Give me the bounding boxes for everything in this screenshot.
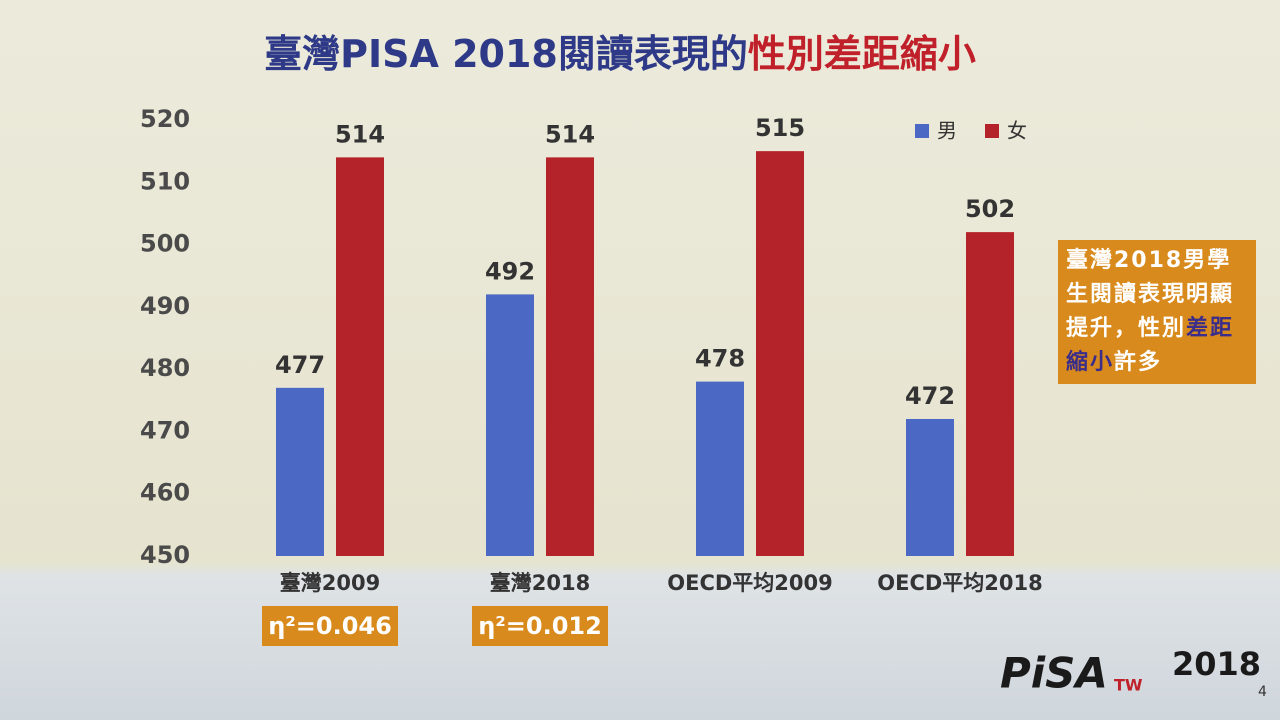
y-tick-label: 480 bbox=[140, 354, 190, 382]
x-tick-label: 臺灣2009 bbox=[280, 571, 380, 595]
x-tick-label: 臺灣2018 bbox=[490, 571, 590, 595]
y-tick-label: 460 bbox=[140, 479, 190, 507]
bar bbox=[546, 157, 594, 556]
y-tick-label: 470 bbox=[140, 416, 190, 444]
data-label: 472 bbox=[905, 382, 955, 410]
bar bbox=[696, 381, 744, 556]
bar bbox=[276, 387, 324, 556]
x-tick-label: OECD平均2018 bbox=[877, 571, 1043, 595]
data-label: 478 bbox=[695, 345, 745, 373]
y-tick-label: 490 bbox=[140, 292, 190, 320]
bar bbox=[756, 151, 804, 556]
data-label: 502 bbox=[965, 195, 1015, 223]
data-label: 492 bbox=[485, 257, 535, 285]
y-tick-label: 520 bbox=[140, 105, 190, 133]
callout-text: 許多 bbox=[1114, 350, 1163, 375]
data-label: 514 bbox=[335, 120, 385, 148]
annotation-box bbox=[262, 606, 398, 646]
legend-label: 男 bbox=[937, 119, 957, 143]
data-label: 477 bbox=[275, 351, 325, 379]
annotation: η²=0.046 bbox=[268, 612, 392, 640]
logo-sub: TW bbox=[1114, 676, 1143, 695]
title-main: 臺灣PISA 2018閱讀表現的 bbox=[264, 32, 748, 76]
y-tick-label: 510 bbox=[140, 167, 190, 195]
bar bbox=[966, 232, 1014, 556]
bar bbox=[336, 157, 384, 556]
bar bbox=[906, 418, 954, 556]
legend-label: 女 bbox=[1007, 119, 1027, 143]
legend-swatch bbox=[915, 124, 929, 138]
y-tick-label: 450 bbox=[140, 541, 190, 569]
callout-text: 臺灣2018男學生閱讀表現明顯提升，性別 bbox=[1066, 248, 1235, 341]
callout: 臺灣2018男學生閱讀表現明顯提升，性別差距縮小許多 bbox=[1058, 240, 1256, 384]
bar bbox=[486, 294, 534, 556]
page-number: 4 bbox=[1258, 684, 1267, 700]
title-highlight: 性別差距縮小 bbox=[748, 32, 976, 76]
logo-year: 2018 bbox=[1172, 645, 1261, 683]
x-tick-label: OECD平均2009 bbox=[667, 571, 833, 595]
chart-title: 臺灣PISA 2018閱讀表現的性別差距縮小 bbox=[264, 32, 976, 76]
annotation: η²=0.012 bbox=[478, 612, 602, 640]
callout-highlight: 差距縮小 bbox=[1066, 316, 1235, 375]
data-label: 515 bbox=[755, 114, 805, 142]
legend-swatch bbox=[985, 124, 999, 138]
data-label: 514 bbox=[545, 120, 595, 148]
logo: PiSA bbox=[1000, 649, 1108, 698]
y-tick-label: 500 bbox=[140, 230, 190, 258]
annotation-box bbox=[472, 606, 608, 646]
